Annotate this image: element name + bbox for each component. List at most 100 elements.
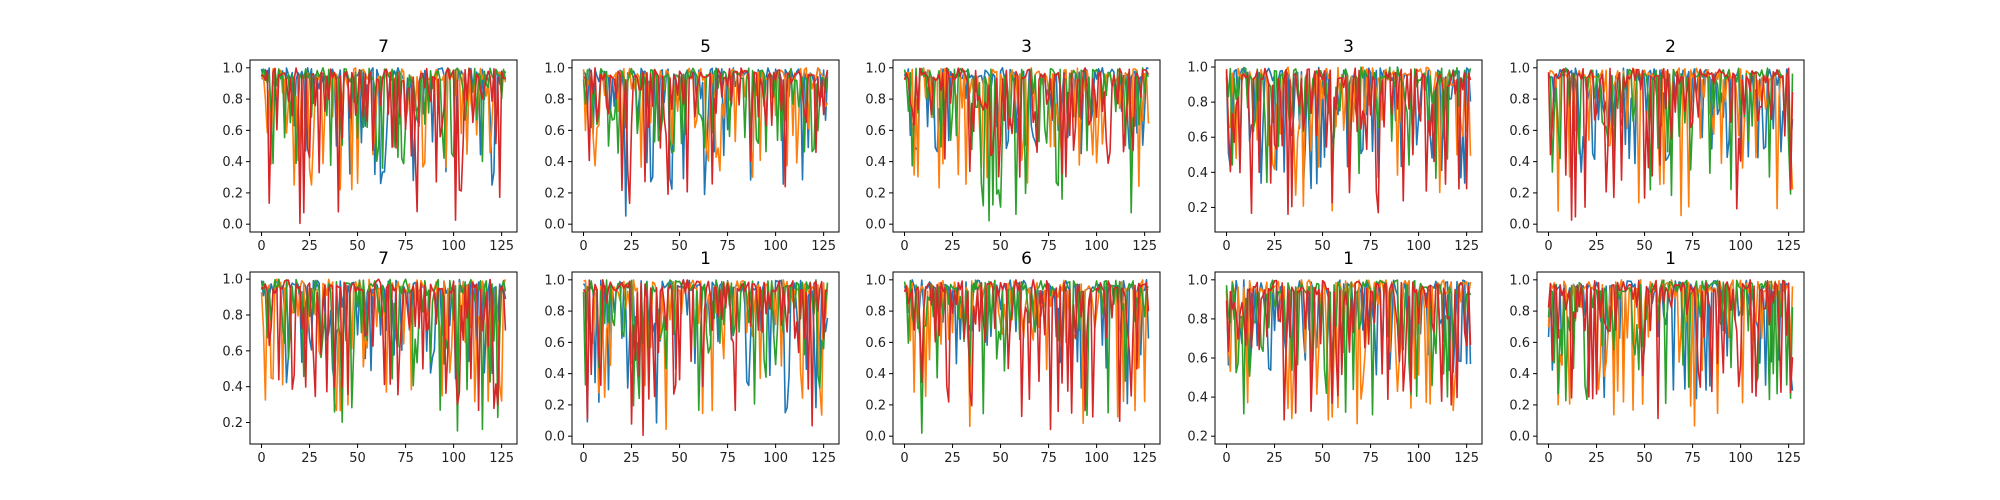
y-tick-label: 0.0: [865, 430, 886, 445]
y-tick-label: 0.2: [865, 186, 886, 201]
series-line-4: [582, 279, 828, 437]
series-line-3: [1225, 66, 1472, 185]
y-tick-label: 1.0: [222, 273, 243, 288]
x-tick-label: 75: [397, 451, 414, 466]
y-tick-label: 0.8: [865, 305, 886, 320]
subplot-2: 5 0.0 0.2 0.4 0.6 0.8 1.0 0 25 50 75 100 125: [544, 37, 840, 254]
y-tick-label: 0.8: [222, 93, 243, 108]
y-tick-label: 0.0: [1509, 430, 1530, 445]
y-tick-label: 0.4: [865, 155, 886, 170]
series-line-4: [261, 67, 506, 225]
y-tick-label: 0.2: [222, 416, 243, 431]
y-tick-label: 0.4: [1509, 367, 1530, 382]
y-tick-label: 0.8: [222, 309, 243, 324]
series-line-3: [260, 278, 507, 432]
x-tick-label: 25: [1588, 451, 1605, 466]
y-tick-label: 1.0: [1509, 61, 1530, 76]
subplot-9: 1 0.2 0.4 0.6 0.8 1.0 0 25 50 75 100 125: [1187, 249, 1483, 466]
x-tick-label: 75: [1684, 239, 1701, 254]
x-tick-label: 50: [349, 239, 366, 254]
y-tick-label: 1.0: [1509, 273, 1530, 288]
y-tick-label: 1.0: [865, 61, 886, 76]
y-tick-label: 0.6: [865, 336, 886, 351]
x-tick-label: 75: [1040, 451, 1057, 466]
y-tick-label: 0.8: [1509, 305, 1530, 320]
series-line-3: [1547, 279, 1794, 405]
y-tick-label: 1.0: [222, 61, 243, 76]
x-tick-label: 125: [1776, 239, 1801, 254]
subplot-8: 6 0.0 0.2 0.4 0.6 0.8 1.0 0 25 50 75 100 125: [865, 249, 1161, 466]
x-tick-label: 125: [1132, 239, 1157, 254]
x-tick-label: 100: [1728, 451, 1753, 466]
x-tick-label: 75: [719, 239, 736, 254]
x-tick-label: 0: [579, 451, 587, 466]
x-tick-label: 125: [811, 451, 836, 466]
subplot-1: 7 0.0 0.2 0.4 0.6 0.8 1.0 0 25 50 75 100 125: [222, 37, 518, 254]
subplot-title: 1: [1665, 249, 1676, 269]
y-tick-label: 0.8: [544, 93, 565, 108]
x-tick-label: 100: [1406, 239, 1431, 254]
x-tick-label: 50: [671, 451, 688, 466]
x-tick-label: 0: [900, 451, 908, 466]
x-tick-label: 125: [811, 239, 836, 254]
x-tick-label: 75: [1684, 451, 1701, 466]
y-tick-label: 0.0: [222, 218, 243, 233]
x-tick-label: 125: [1776, 451, 1801, 466]
x-tick-label: 100: [1406, 451, 1431, 466]
x-tick-label: 125: [1454, 239, 1479, 254]
x-tick-label: 100: [1084, 239, 1109, 254]
x-tick-label: 0: [1222, 451, 1230, 466]
x-tick-label: 25: [1266, 239, 1283, 254]
y-tick-label: 0.8: [1187, 312, 1208, 327]
x-tick-label: 25: [944, 239, 961, 254]
y-tick-label: 0.6: [865, 124, 886, 139]
subplot-10: 1 0.0 0.2 0.4 0.6 0.8 1.0 0 25 50 75 100 125: [1509, 249, 1805, 466]
y-tick-label: 1.0: [544, 61, 565, 76]
y-tick-label: 0.4: [544, 155, 565, 170]
series-line-4: [1225, 67, 1472, 216]
y-tick-label: 0.4: [1187, 391, 1208, 406]
axes-frame: [892, 271, 1161, 445]
x-tick-label: 125: [1132, 451, 1157, 466]
axes-frame: [249, 271, 518, 445]
subplot-title: 7: [378, 249, 389, 269]
y-tick-label: 0.4: [865, 367, 886, 382]
x-tick-label: 50: [1636, 239, 1653, 254]
subplot-3: 3 0.0 0.2 0.4 0.6 0.8 1.0 0 25 50 75 100 125: [865, 37, 1161, 254]
y-tick-label: 1.0: [544, 273, 565, 288]
y-tick-label: 1.0: [1187, 273, 1208, 288]
x-tick-label: 100: [441, 239, 466, 254]
x-tick-label: 0: [579, 239, 587, 254]
x-tick-label: 25: [1588, 239, 1605, 254]
x-tick-label: 100: [1728, 239, 1753, 254]
x-tick-label: 75: [1362, 451, 1379, 466]
x-tick-label: 50: [1636, 451, 1653, 466]
subplot-title: 2: [1665, 37, 1676, 57]
y-tick-label: 0.6: [222, 124, 243, 139]
subplot-title: 6: [1021, 249, 1032, 269]
x-tick-label: 0: [900, 239, 908, 254]
x-tick-label: 75: [397, 239, 414, 254]
y-tick-label: 0.6: [544, 124, 565, 139]
x-tick-label: 25: [301, 451, 318, 466]
x-tick-label: 0: [257, 451, 265, 466]
y-tick-label: 0.0: [544, 430, 565, 445]
y-tick-label: 0.6: [1187, 352, 1208, 367]
x-tick-label: 0: [1222, 239, 1230, 254]
series-line-4: [903, 279, 1150, 431]
axes-frame: [1536, 59, 1805, 233]
x-tick-label: 50: [992, 239, 1009, 254]
y-tick-label: 0.0: [1509, 218, 1530, 233]
x-tick-label: 75: [1040, 239, 1057, 254]
x-tick-label: 25: [1266, 451, 1283, 466]
y-tick-label: 0.8: [544, 305, 565, 320]
subplot-title: 5: [700, 37, 711, 57]
subplot-title: 3: [1343, 37, 1354, 57]
x-tick-label: 25: [944, 451, 961, 466]
x-tick-label: 125: [489, 451, 514, 466]
subplot-grid: 70.00.20.40.60.81.00 25 50 75 100 12550.00.20…: [222, 37, 1805, 466]
y-tick-label: 0.4: [222, 155, 243, 170]
subplot-5: 2 0.0 0.2 0.4 0.6 0.8 1.0 0 25 50 75 100 125: [1509, 37, 1805, 254]
x-tick-label: 25: [623, 451, 640, 466]
y-tick-label: 0.2: [1509, 186, 1530, 201]
